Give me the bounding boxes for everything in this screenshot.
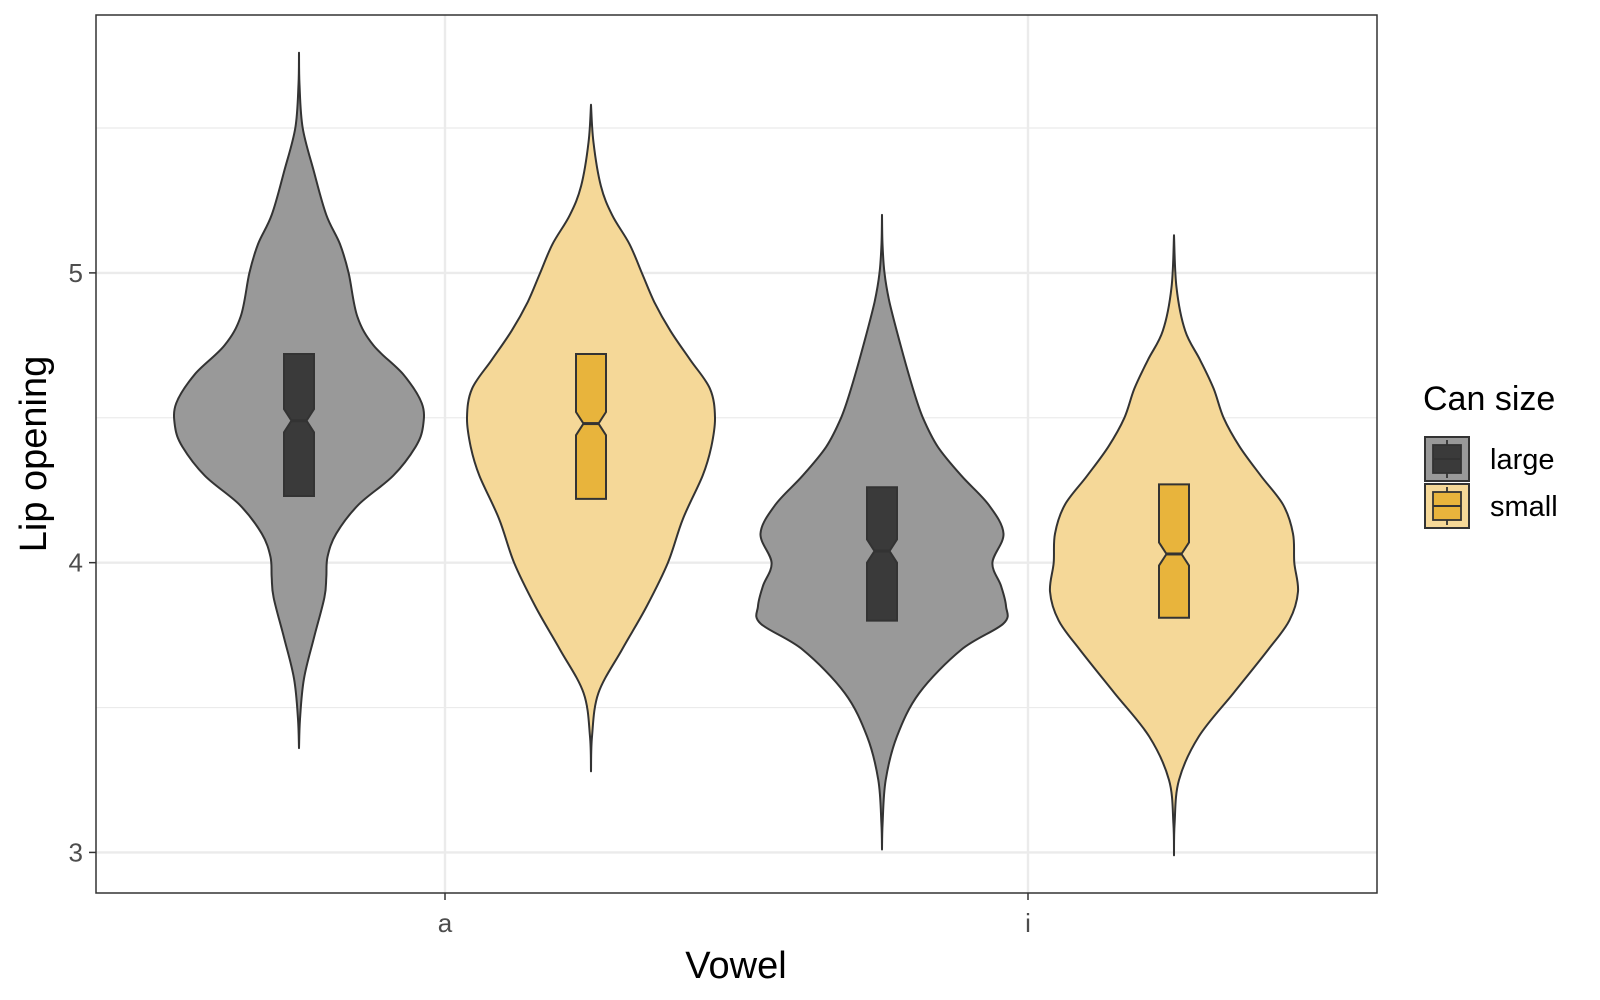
box-small-i [1158,483,1190,619]
y-axis-title: Lip opening [13,356,55,553]
x-tick-label: a [438,908,453,938]
legend-title: Can size [1423,380,1555,418]
legend-label-small: small [1490,491,1558,523]
box-small-a [575,353,607,500]
boxplots [283,353,1190,622]
box-large-i [866,486,898,622]
legend-label-large: large [1490,444,1555,476]
y-tick-label: 4 [69,548,83,578]
x-axis-title: Vowel [685,945,786,987]
y-tick-label: 5 [69,258,83,288]
y-axis: 3 4 5 [69,258,96,867]
x-tick-label: i [1025,908,1031,938]
gridlines [96,15,1377,893]
legend: Can size large small [1423,380,1558,529]
box-large-a [283,353,315,497]
plot-border [95,14,1378,894]
y-tick-label: 3 [69,837,83,867]
